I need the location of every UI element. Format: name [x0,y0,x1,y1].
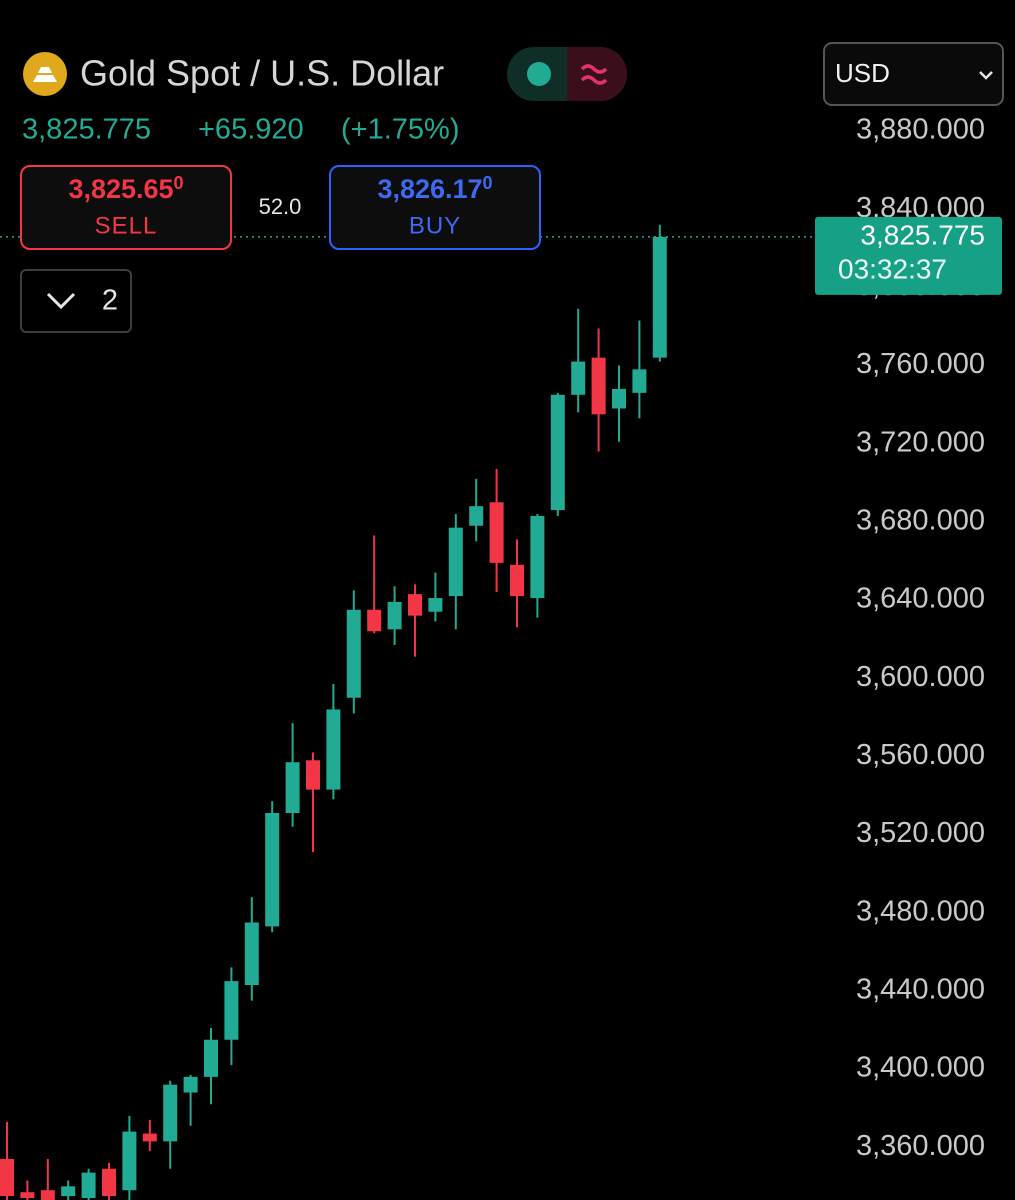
chevron-icon [46,292,76,310]
candle-body [306,760,320,790]
candle-body [510,564,524,597]
spread: 52.0 [259,194,302,219]
toggle-right [567,47,627,101]
candle-body [265,813,280,927]
candle-body [102,1168,116,1197]
y-tick-label: 3,720.000 [856,426,985,458]
candle-body [0,1158,14,1197]
candle-body [489,502,504,563]
candle-body [428,598,443,612]
y-tick-label: 3,440.000 [856,974,985,1006]
buy-box [329,165,541,250]
y-tick-label: 3,640.000 [856,583,985,615]
sell-box [20,165,232,250]
header: Gold Spot / U.S. Dollar 3,825.775 +65.92… [20,42,1004,333]
badge-box [815,216,1002,295]
price-change-pct: (+1.75%) [341,114,459,146]
buy-price: 3,826.170 [377,173,492,204]
candle-body [346,609,361,698]
status-dot [527,62,551,86]
y-tick-label: 3,560.000 [856,739,985,771]
sell-label: SELL [95,212,158,239]
buy-label: BUY [409,212,461,239]
y-tick-label: 3,480.000 [856,895,985,927]
badge-price: 3,825.775 [860,219,985,250]
candle-body [163,1084,178,1142]
candle-body [224,981,239,1040]
dropdown-box [823,42,1004,106]
candle-body [612,388,626,409]
candle-body [142,1133,157,1142]
candle-body [591,357,606,415]
status-toggle[interactable] [507,47,627,101]
y-tick-label: 3,360.000 [856,1130,985,1162]
candle-body [204,1039,218,1077]
buy-price-main: 3,826.17 [377,174,482,204]
y-tick-label: 3,520.000 [856,817,985,849]
badge-countdown: 03:32:37 [838,253,947,284]
gold-bars-icon [33,67,57,82]
candle-body [469,506,484,526]
buy-button[interactable]: 3,826.170 BUY [329,165,541,250]
candle-body [122,1131,137,1191]
collapse-box [20,269,132,333]
y-tick-label: 3,680.000 [856,504,985,536]
candle-body [448,527,463,597]
last-price: 3,825.775 [22,114,151,146]
wave-icon [580,64,608,85]
candle-body [550,394,565,511]
candle-body [244,922,259,986]
sell-button[interactable]: 3,825.650 SELL [20,165,232,250]
candle-body [387,601,402,630]
plot [0,224,815,1200]
candle-body [285,762,300,814]
collapse-button[interactable]: 2 [20,269,132,333]
candle-body [81,1172,96,1199]
candle-body [408,594,422,616]
candle-body [571,361,586,395]
dropdown-chevron [979,71,993,80]
y-tick-label: 3,760.000 [856,348,985,380]
sell-price-main: 3,825.65 [68,174,173,204]
y-tick-label: 3,400.000 [856,1052,985,1084]
candle-body [61,1186,76,1197]
y-axis: 3,880.0003,840.0003,800.0003,760.0003,72… [856,114,985,1162]
candle-body [367,609,382,632]
candle-body [183,1076,198,1093]
candle-body [40,1190,55,1200]
symbol-title: Gold Spot / U.S. Dollar [80,53,444,94]
collapse-count: 2 [102,285,118,317]
candle-body [632,369,647,393]
buy-price-digit: 0 [483,173,493,193]
candle-body [652,236,667,358]
currency-label: USD [835,58,890,88]
currency-dropdown[interactable]: USD [823,42,1004,106]
candle-body [326,709,341,790]
sell-price: 3,825.650 [68,173,183,204]
y-tick-label: 3,600.000 [856,661,985,693]
candle-body [20,1192,35,1199]
sell-price-digit: 0 [174,173,184,193]
y-tick-label: 3,880.000 [856,114,985,146]
price-change: +65.920 [198,114,304,146]
candle-body [530,515,545,599]
symbol-icon [23,52,67,96]
